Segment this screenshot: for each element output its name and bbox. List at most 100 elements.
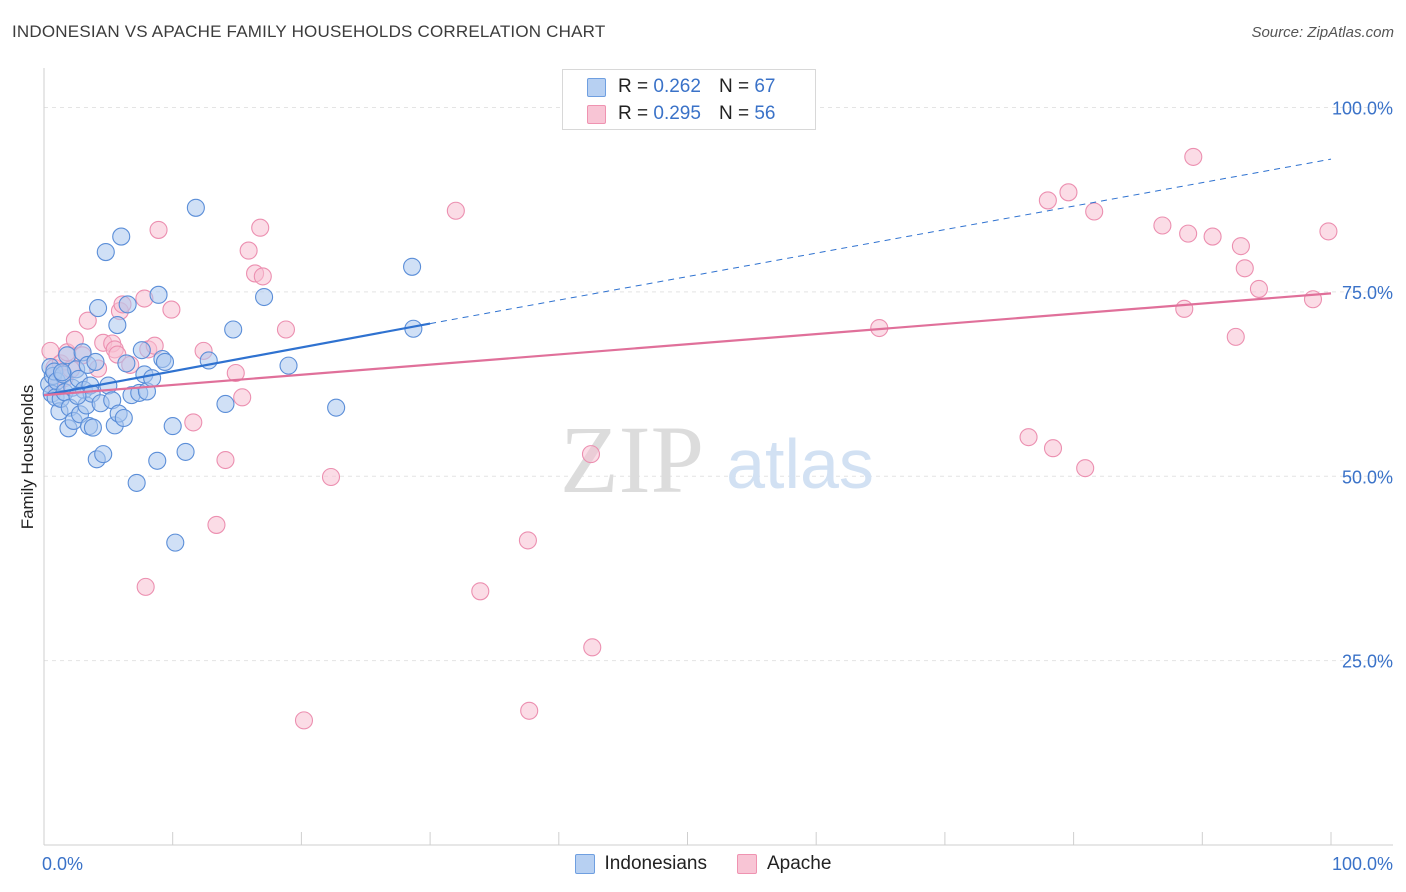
apache-point (1319, 222, 1338, 241)
legend-item-indonesians[interactable]: Indonesians (574, 853, 707, 875)
legend-row-apache: R = 0.295 N = 56 (587, 103, 775, 125)
grid-layer (44, 107, 1393, 662)
indonesian-point (155, 352, 175, 371)
apache-point (520, 701, 539, 720)
apache-point (446, 201, 465, 220)
y-axis-label: Family Households (18, 384, 37, 530)
indonesian-point (52, 363, 72, 382)
trend-lines (43, 158, 1332, 397)
apache-point (184, 413, 203, 432)
apache-point (207, 515, 226, 534)
apache-point (136, 577, 155, 596)
apache-point (1043, 439, 1063, 458)
apache-point (1085, 202, 1104, 221)
indonesian-point (117, 354, 136, 373)
apache-point (1231, 237, 1250, 256)
apache-point (1038, 191, 1057, 210)
x-tick-label: 0.0% (42, 854, 83, 874)
indonesian-point (118, 295, 137, 314)
watermark-zip: ZIP (560, 406, 704, 513)
indonesian-point (112, 227, 131, 246)
indonesian-point (403, 257, 422, 276)
apache-point (1235, 259, 1254, 278)
legend-r-label: R = (618, 76, 649, 97)
apache-point (583, 638, 602, 657)
indonesian-point (94, 445, 113, 464)
apache-point (581, 445, 601, 464)
apache-point (1179, 224, 1198, 243)
y-tick-label: 25.0% (1342, 652, 1393, 672)
legend-swatch-blue (587, 77, 606, 97)
apache-point (1019, 428, 1038, 447)
apache-point (251, 218, 270, 237)
watermark-atlas: atlas (726, 425, 874, 503)
apache-point (253, 267, 272, 286)
legend-row-indonesians: R = 0.262 N = 67 (587, 76, 775, 98)
x-tick-label: 100.0% (1332, 854, 1393, 874)
indonesian-trend-line (43, 322, 431, 397)
legend-label-indonesians: Indonesians (604, 853, 707, 874)
apache-point (233, 388, 252, 407)
apache-point (216, 450, 235, 470)
chart-title: INDONESIAN VS APACHE FAMILY HOUSEHOLDS C… (12, 22, 606, 41)
legend-n-value: 56 (754, 103, 776, 124)
watermark: ZIP atlas (560, 406, 874, 513)
indonesian-point (132, 341, 151, 360)
series-legend: Indonesians Apache (0, 851, 1406, 877)
tick-labels: 25.0% 50.0% 75.0% 100.0% 0.0% 100.0% (42, 99, 1393, 875)
apache-point (239, 241, 258, 260)
indonesian-point (127, 473, 146, 492)
indonesian-point (149, 285, 168, 304)
apache-point (1153, 216, 1172, 235)
legend-item-apache[interactable]: Apache (737, 853, 831, 875)
apache-trend-line (43, 292, 1332, 397)
legend-swatch-blue (574, 854, 595, 874)
indonesian-point (216, 394, 235, 414)
indonesian-trend-extension (430, 158, 1332, 325)
apache-point (321, 467, 341, 487)
legend-n-value: 67 (754, 76, 776, 97)
apache-point (1226, 327, 1245, 346)
indonesian-point (108, 316, 127, 335)
y-tick-label: 100.0% (1332, 99, 1393, 119)
legend-n-label: N = (718, 103, 750, 124)
legend-swatch-pink (737, 854, 757, 874)
apache-point (162, 300, 181, 319)
apache-point (294, 711, 314, 730)
apache-point (276, 320, 296, 339)
indonesian-point (327, 398, 346, 417)
apache-point (78, 311, 97, 330)
apache-point (518, 531, 537, 550)
apache-point (226, 363, 245, 383)
legend-swatch-pink (587, 104, 606, 124)
indonesian-points (40, 198, 423, 552)
apache-point (1249, 279, 1268, 298)
apache-point (1184, 147, 1203, 166)
y-tick-label: 75.0% (1342, 283, 1393, 303)
indonesian-point (114, 408, 133, 428)
apache-point (1059, 183, 1078, 202)
indonesian-point (83, 418, 102, 437)
indonesian-point (89, 299, 108, 318)
indonesian-point (143, 369, 162, 388)
apache-point (149, 220, 168, 239)
apache-point (1203, 227, 1222, 246)
indonesian-point (279, 356, 298, 375)
indonesian-point (163, 417, 182, 436)
legend-r-value: 0.262 (653, 76, 701, 97)
indonesian-point (148, 451, 167, 470)
legend-r-value: 0.295 (653, 103, 701, 124)
legend-label-apache: Apache (767, 853, 832, 874)
y-tick-label: 50.0% (1342, 467, 1393, 487)
source-label: Source: ZipAtlas.com (1251, 24, 1394, 41)
legend-r-label: R = (618, 103, 649, 124)
legend-n-label: N = (718, 76, 750, 97)
indonesian-point (176, 442, 195, 461)
indonesian-point (86, 352, 105, 371)
indonesian-point (96, 243, 115, 262)
indonesian-point (224, 320, 243, 339)
indonesian-point (255, 287, 274, 307)
apache-point (471, 582, 490, 601)
apache-point (1076, 459, 1095, 478)
